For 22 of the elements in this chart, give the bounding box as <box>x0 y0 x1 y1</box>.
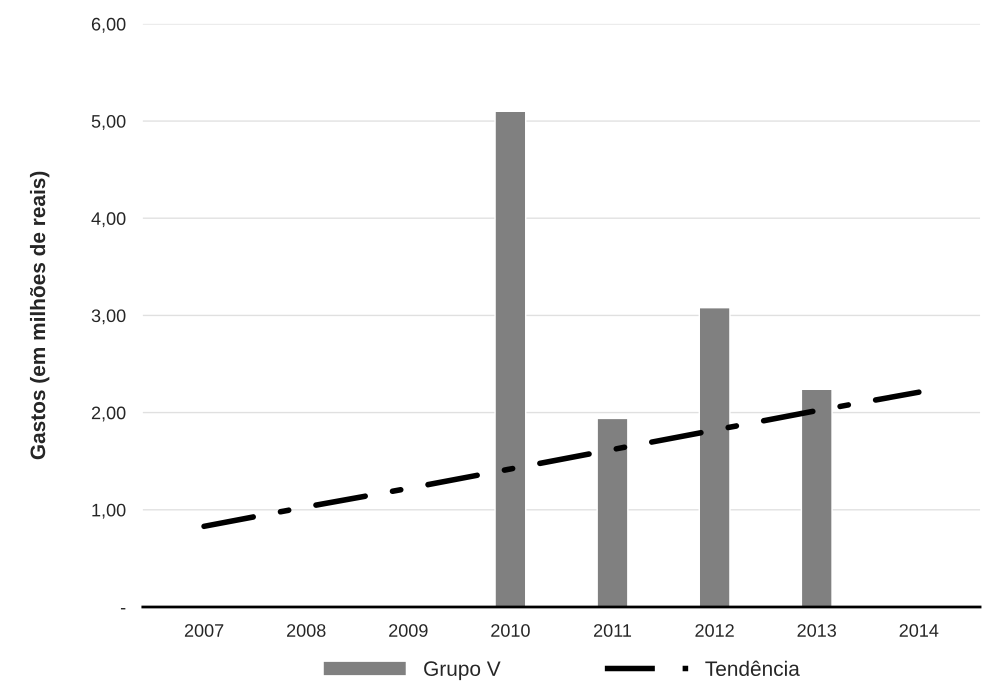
legend-label: Tendência <box>705 660 800 676</box>
bar <box>698 306 731 607</box>
y-axis-title: Gastos (em milhões de reais) <box>30 172 50 460</box>
bar <box>596 418 629 607</box>
y-tick-label: 5,00 <box>92 114 126 130</box>
bar <box>800 388 833 607</box>
y-tick-label: 1,00 <box>92 504 126 519</box>
y-tick-label: 3,00 <box>92 309 126 324</box>
y-tick-label: 6,00 <box>92 18 126 33</box>
x-tick-label: 2008 <box>287 624 326 637</box>
x-tick-label: 2011 <box>594 624 632 637</box>
x-tick-label: 2014 <box>900 624 938 637</box>
bar <box>494 110 526 607</box>
x-tick-label: 2007 <box>184 624 224 637</box>
x-tick-label: 2009 <box>389 624 428 637</box>
y-tick-label: 2,00 <box>92 406 126 422</box>
y-tick-label: 4,00 <box>91 212 126 228</box>
x-tick-label: 2013 <box>798 624 836 637</box>
x-tick-label: 2010 <box>491 624 530 637</box>
y-tick-label: - <box>120 608 126 610</box>
x-tick-label: 2012 <box>695 624 734 637</box>
legend-label: Grupo V <box>424 661 501 680</box>
